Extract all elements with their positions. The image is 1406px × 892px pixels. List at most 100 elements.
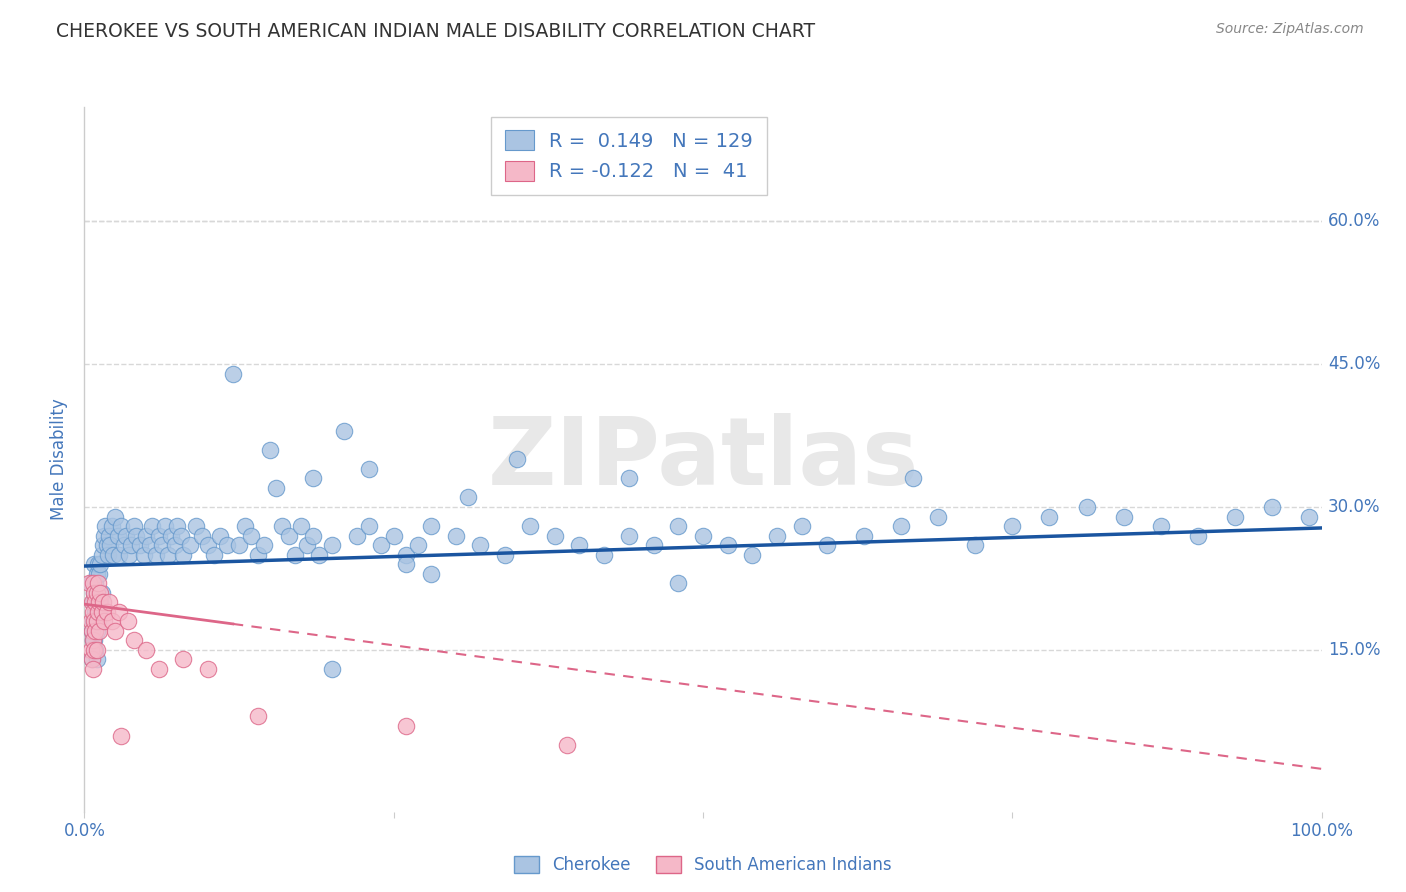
Point	[87, 595, 110, 609]
Point	[1112, 509, 1135, 524]
Point	[120, 538, 142, 552]
Point	[295, 538, 318, 552]
Point	[457, 491, 479, 505]
Point	[79, 576, 101, 591]
Point	[259, 442, 281, 457]
Point	[83, 614, 105, 628]
Point	[815, 538, 838, 552]
Point	[87, 605, 110, 619]
Point	[790, 519, 813, 533]
Point	[84, 643, 107, 657]
Point	[86, 643, 108, 657]
Point	[82, 614, 104, 628]
Point	[166, 519, 188, 533]
Point	[82, 662, 104, 676]
Point	[87, 614, 110, 628]
Point	[86, 614, 108, 628]
Point	[1298, 509, 1320, 524]
Point	[80, 624, 103, 638]
Point	[90, 548, 112, 562]
Point	[108, 605, 131, 619]
Point	[321, 662, 343, 676]
Point	[83, 643, 105, 657]
Point	[184, 519, 207, 533]
Point	[179, 538, 201, 552]
Point	[129, 538, 152, 552]
Point	[617, 528, 640, 542]
Point	[965, 538, 987, 552]
Point	[80, 652, 103, 666]
Point	[122, 633, 145, 648]
Point	[191, 528, 214, 542]
Point	[240, 528, 263, 542]
Point	[228, 538, 250, 552]
Point	[470, 538, 492, 552]
Point	[82, 595, 104, 609]
Point	[666, 519, 689, 533]
Text: 60.0%: 60.0%	[1327, 212, 1381, 230]
Point	[86, 652, 108, 666]
Point	[79, 643, 101, 657]
Point	[370, 538, 392, 552]
Point	[157, 548, 180, 562]
Point	[1187, 528, 1209, 542]
Point	[125, 528, 148, 542]
Point	[264, 481, 287, 495]
Point	[82, 605, 104, 619]
Point	[93, 614, 115, 628]
Point	[246, 548, 269, 562]
Point	[284, 548, 307, 562]
Point	[135, 643, 157, 657]
Point	[692, 528, 714, 542]
Point	[593, 548, 616, 562]
Point	[80, 595, 103, 609]
Point	[100, 614, 122, 628]
Point	[145, 548, 167, 562]
Point	[1223, 509, 1246, 524]
Point	[382, 528, 405, 542]
Point	[395, 719, 418, 733]
Point	[170, 528, 193, 542]
Point	[209, 528, 232, 542]
Point	[302, 528, 325, 542]
Point	[568, 538, 591, 552]
Point	[98, 595, 121, 609]
Point	[117, 614, 139, 628]
Point	[83, 557, 105, 571]
Point	[419, 566, 441, 581]
Point	[87, 557, 110, 571]
Point	[115, 528, 138, 542]
Point	[172, 652, 194, 666]
Point	[83, 585, 105, 599]
Text: CHEROKEE VS SOUTH AMERICAN INDIAN MALE DISABILITY CORRELATION CHART: CHEROKEE VS SOUTH AMERICAN INDIAN MALE D…	[56, 22, 815, 41]
Point	[333, 424, 356, 438]
Point	[89, 595, 111, 609]
Point	[852, 528, 875, 542]
Point	[148, 662, 170, 676]
Text: Source: ZipAtlas.com: Source: ZipAtlas.com	[1216, 22, 1364, 37]
Point	[93, 528, 115, 542]
Point	[80, 624, 103, 638]
Point	[222, 367, 245, 381]
Point	[494, 548, 516, 562]
Point	[91, 595, 114, 609]
Point	[290, 519, 312, 533]
Point	[82, 633, 104, 648]
Point	[506, 452, 529, 467]
Point	[519, 519, 541, 533]
Point	[98, 538, 121, 552]
Point	[100, 519, 122, 533]
Point	[1038, 509, 1060, 524]
Point	[153, 519, 176, 533]
Point	[419, 519, 441, 533]
Point	[86, 595, 108, 609]
Point	[96, 605, 118, 619]
Point	[89, 585, 111, 599]
Point	[97, 548, 120, 562]
Point	[302, 471, 325, 485]
Point	[253, 538, 276, 552]
Point	[408, 538, 430, 552]
Point	[86, 585, 108, 599]
Point	[110, 519, 132, 533]
Point	[903, 471, 925, 485]
